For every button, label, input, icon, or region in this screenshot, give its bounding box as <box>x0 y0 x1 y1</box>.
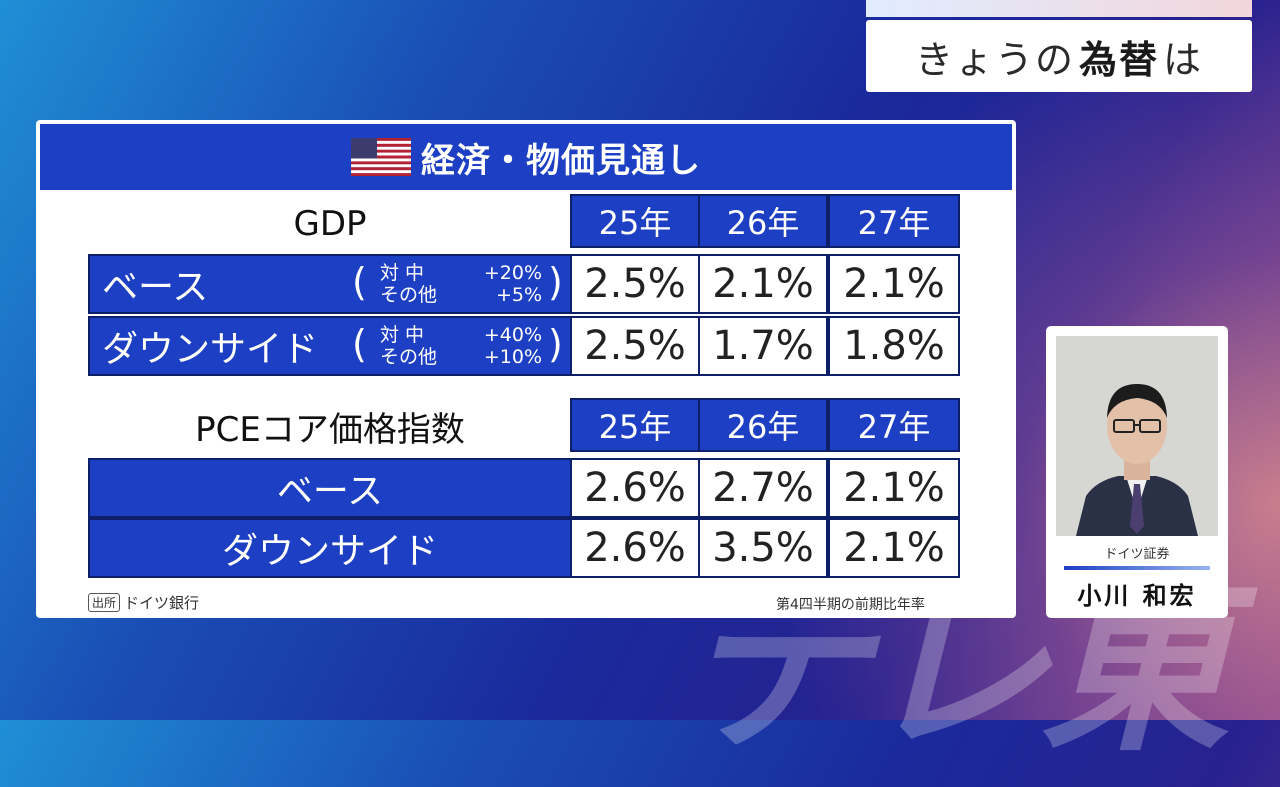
panel-header: 経済・物価見通し <box>40 124 1012 190</box>
speaker-photo <box>1056 336 1218 536</box>
pce-label-base: ベース <box>88 458 572 518</box>
gdp-row-base: ベース ( 対 中 +20% その他 +5% ) 2.5% 2.1% 2.1% <box>36 254 1016 314</box>
speaker-accent-bar <box>1064 566 1210 570</box>
gdp-base-27: 2.1% <box>828 254 960 314</box>
source-text: ドイツ銀行 <box>124 594 200 612</box>
pce-base-26: 2.7% <box>698 458 828 518</box>
gdp-label-downside: ダウンサイド ( 対 中 +40% その他 +10% ) <box>88 316 572 376</box>
pce-year-27: 27年 <box>828 398 960 452</box>
topic-bold: 為替 <box>1078 37 1159 82</box>
pce-downside-25: 2.6% <box>570 518 700 578</box>
gdp-year-26: 26年 <box>698 194 828 248</box>
speaker-company: ドイツ証券 <box>1104 547 1170 562</box>
pce-downside-26: 3.5% <box>698 518 828 578</box>
us-flag-icon <box>351 138 411 176</box>
gdp-row-downside: ダウンサイド ( 対 中 +40% その他 +10% ) 2.5% 1.7% 1.8… <box>36 316 1016 376</box>
topic-accent-bar <box>866 0 1252 17</box>
pce-row-downside: ダウンサイド 2.6% 3.5% 2.1% <box>36 518 1016 578</box>
gdp-label-base-text: ベース <box>102 267 209 308</box>
person-portrait-icon <box>1056 336 1218 536</box>
topic-caption: きょうの 為替は <box>866 20 1252 92</box>
paren-open: ( <box>352 260 367 304</box>
paren-close: ) <box>548 322 563 366</box>
paren-open: ( <box>352 322 367 366</box>
gdp-downside-27: 1.8% <box>828 316 960 376</box>
source-tag: 出所 <box>88 593 121 612</box>
gdp-downside-25: 2.5% <box>570 316 700 376</box>
gdp-year-25: 25年 <box>570 194 700 248</box>
pce-row-base: ベース 2.6% 2.7% 2.1% <box>36 458 1016 518</box>
pce-base-25: 2.6% <box>570 458 700 518</box>
gdp-label-base: ベース ( 対 中 +20% その他 +5% ) <box>88 254 572 314</box>
topic-suffix: は <box>1163 37 1204 82</box>
pce-base-27: 2.1% <box>828 458 960 518</box>
gdp-title: GDP <box>293 204 367 244</box>
gdp-base-scenario: 対 中 +20% その他 +5% <box>380 262 542 306</box>
paren-close: ) <box>548 260 563 304</box>
pce-downside-27: 2.1% <box>828 518 960 578</box>
pce-label-downside: ダウンサイド <box>88 518 572 578</box>
gdp-downside-scenario: 対 中 +40% その他 +10% <box>380 324 542 368</box>
gdp-year-27: 27年 <box>828 194 960 248</box>
gdp-downside-26: 1.7% <box>698 316 828 376</box>
speaker-card: ドイツ証券 小川 和宏 <box>1046 326 1228 618</box>
gdp-base-26: 2.1% <box>698 254 828 314</box>
topic-prefix: きょうの <box>914 37 1075 82</box>
gdp-label-downside-text: ダウンサイド <box>102 329 319 370</box>
pce-year-25: 25年 <box>570 398 700 452</box>
footnote: 第4四半期の前期比年率 <box>776 597 925 613</box>
panel-title: 経済・物価見通し <box>421 140 701 181</box>
pce-title: PCEコア価格指数 <box>195 409 465 450</box>
gdp-base-25: 2.5% <box>570 254 700 314</box>
pce-year-26: 26年 <box>698 398 828 452</box>
speaker-name: 小川 和宏 <box>1077 582 1197 610</box>
source: 出所 ドイツ銀行 <box>88 592 199 613</box>
forecast-panel: 経済・物価見通し GDP 25年 26年 27年 ベース ( 対 中 +20% そ… <box>36 120 1016 618</box>
